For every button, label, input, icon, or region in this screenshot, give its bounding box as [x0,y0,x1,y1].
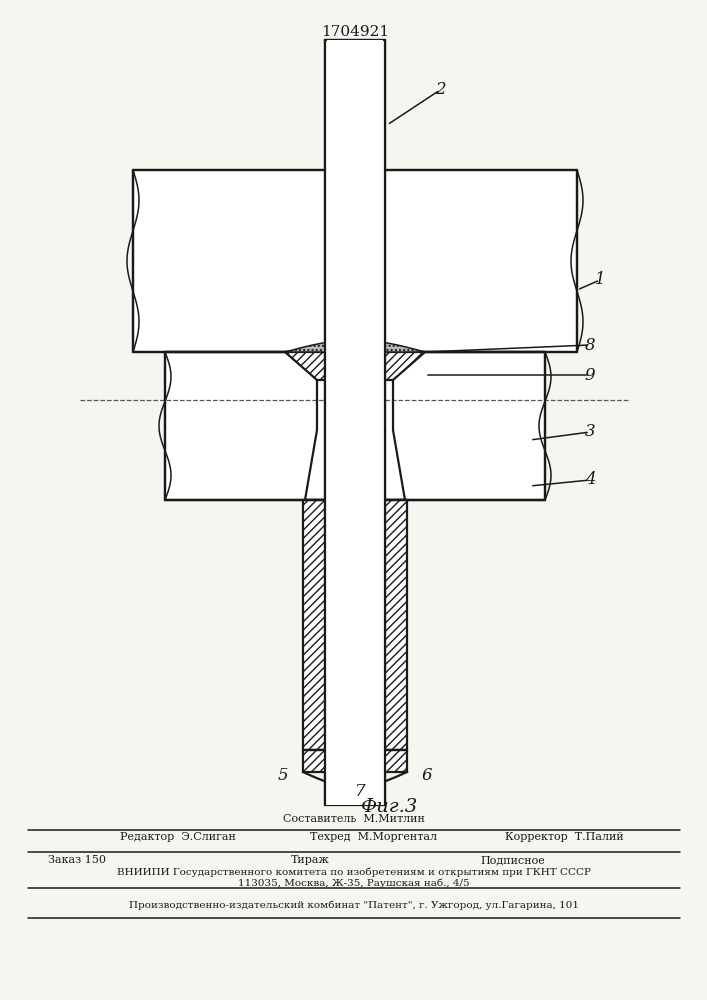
Text: 6: 6 [421,766,432,784]
Text: Подписное: Подписное [480,855,545,865]
Text: Тираж: Тираж [291,855,329,865]
Text: 7: 7 [355,784,366,800]
Text: 5: 5 [278,766,288,784]
Bar [165,352,545,500]
Bar [325,40,385,805]
Text: ВНИИПИ Государственного комитета по изобретениям и открытиям при ГКНТ СССР: ВНИИПИ Государственного комитета по изоб… [117,867,591,877]
Polygon shape [385,500,407,750]
Text: 8: 8 [585,336,595,354]
Text: 9: 9 [585,366,595,383]
Bar [133,170,577,352]
Text: 1704921: 1704921 [321,25,389,39]
Polygon shape [303,750,407,772]
Text: 113035, Москва, Ж-35, Раушская наб., 4/5: 113035, Москва, Ж-35, Раушская наб., 4/5 [238,878,470,888]
Text: 1: 1 [595,271,605,288]
Text: Редактор  Э.Слиган: Редактор Э.Слиган [120,832,236,842]
Polygon shape [385,352,425,380]
Bar [325,40,385,805]
Text: 2: 2 [435,82,445,99]
Polygon shape [303,500,325,750]
Text: Техред  М.Моргентал: Техред М.Моргентал [310,832,437,842]
Polygon shape [285,340,425,352]
Text: Производственно-издательский комбинат "Патент", г. Ужгород, ул.Гагарина, 101: Производственно-издательский комбинат "П… [129,900,579,910]
Text: Заказ 150: Заказ 150 [48,855,106,865]
Text: 4: 4 [585,472,595,488]
Polygon shape [285,352,325,380]
Text: Фиг.3: Фиг.3 [361,798,419,816]
Bar [327,40,383,805]
Text: Составитель  М.Митлин: Составитель М.Митлин [283,814,425,824]
Text: 3: 3 [585,424,595,440]
Text: Корректор  Т.Палий: Корректор Т.Палий [505,832,624,842]
